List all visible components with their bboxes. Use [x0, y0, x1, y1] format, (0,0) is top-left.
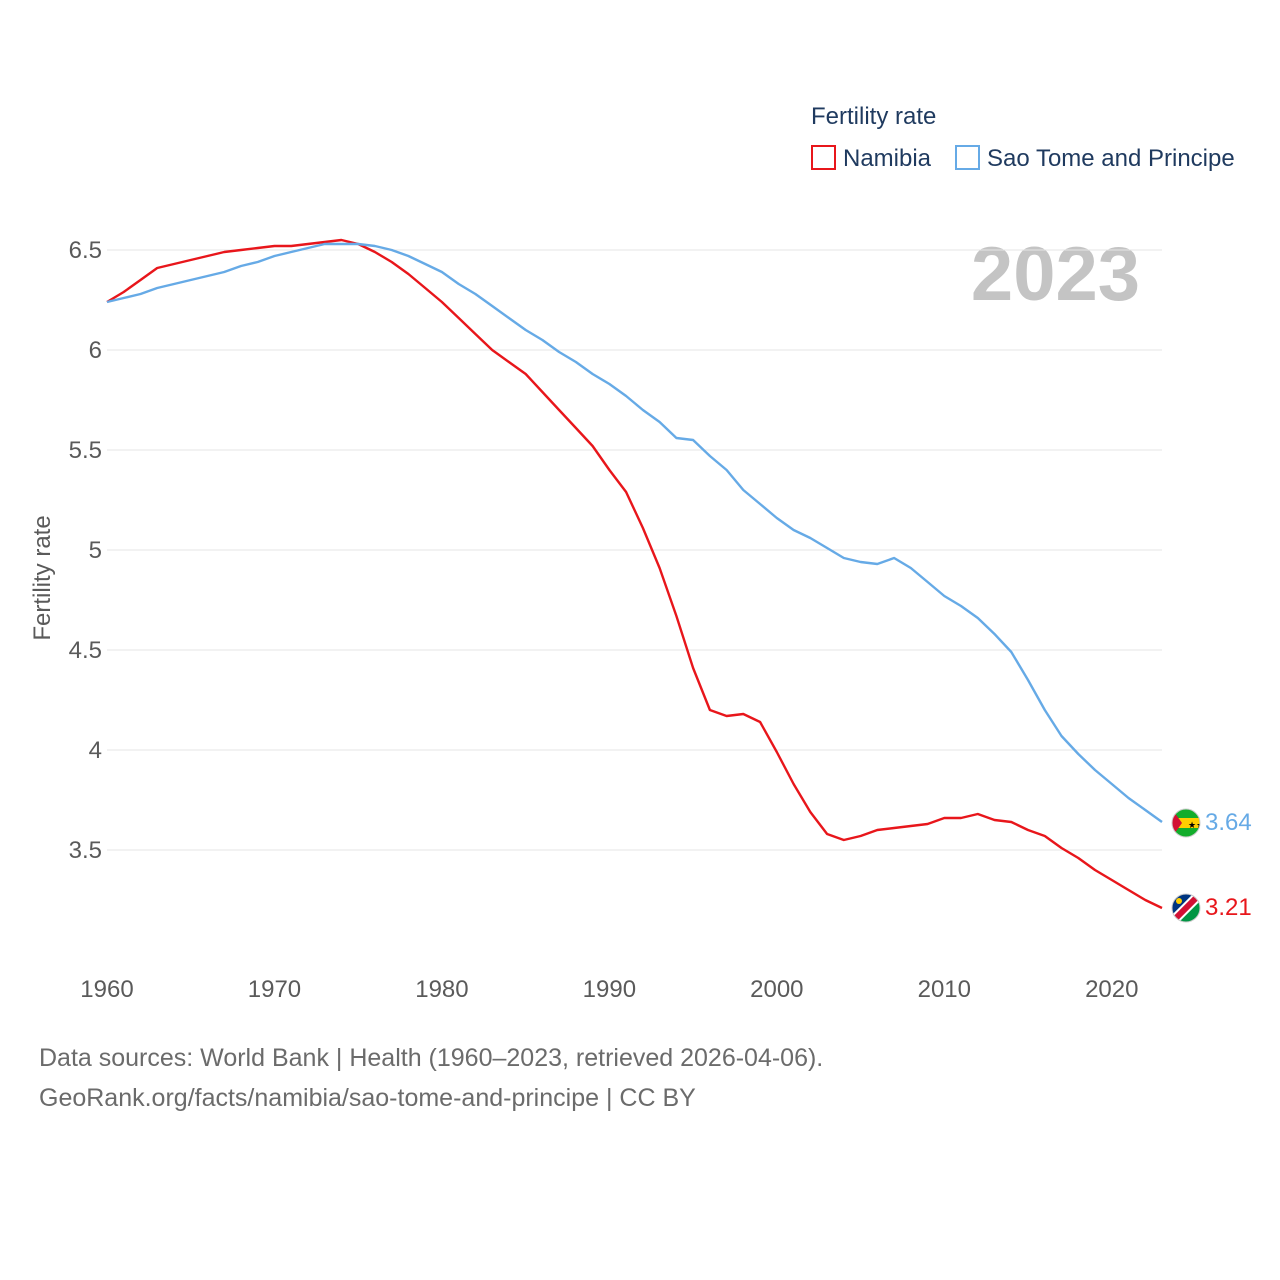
y-tick-label: 5.5: [69, 437, 102, 464]
x-tick-label: 1990: [583, 976, 636, 1003]
end-value-namibia: 3.21: [1205, 894, 1252, 921]
y-tick-label: 3.5: [69, 837, 102, 864]
y-axis-label: Fertility rate: [29, 515, 56, 640]
year-label: 2023: [971, 232, 1140, 317]
legend-swatch-namibia[interactable]: [811, 145, 836, 170]
legend-title: Fertility rate: [811, 103, 936, 130]
namibia-flag-icon: [1171, 893, 1201, 923]
legend-label-sao-tome[interactable]: Sao Tome and Principe: [987, 145, 1235, 172]
x-tick-label: 1980: [415, 976, 468, 1003]
y-tick-label: 5: [89, 537, 102, 564]
y-tick-label: 6: [89, 337, 102, 364]
x-tick-label: 2020: [1085, 976, 1138, 1003]
sao-tome-flag-icon: ★★: [1171, 808, 1204, 838]
grid: [107, 249, 1162, 851]
footer-attribution: GeoRank.org/facts/namibia/sao-tome-and-p…: [39, 1084, 696, 1112]
series-line-namibia[interactable]: [106, 238, 1163, 910]
legend-swatch-sao-tome[interactable]: [955, 145, 980, 170]
footer-sources: Data sources: World Bank | Health (1960–…: [39, 1044, 824, 1072]
legend-label-namibia[interactable]: Namibia: [843, 145, 932, 172]
svg-text:★★: ★★: [1188, 821, 1204, 831]
y-tick-label: 6.5: [69, 237, 102, 264]
y-tick-label: 4: [89, 737, 102, 764]
y-tick-label: 4.5: [69, 637, 102, 664]
y-ticks: 3.5 4 4.5 5 5.5 6 6.5: [69, 237, 102, 864]
x-tick-label: 1960: [80, 976, 133, 1003]
x-tick-label: 2000: [750, 976, 803, 1003]
x-tick-label: 2010: [918, 976, 971, 1003]
series-line-sao-tome[interactable]: [106, 242, 1163, 823]
series-lines: [106, 238, 1163, 910]
x-tick-label: 1970: [248, 976, 301, 1003]
x-ticks: 1960 1970 1980 1990 2000 2010 2020: [80, 976, 1138, 1003]
end-value-sao-tome: 3.64: [1205, 809, 1252, 836]
